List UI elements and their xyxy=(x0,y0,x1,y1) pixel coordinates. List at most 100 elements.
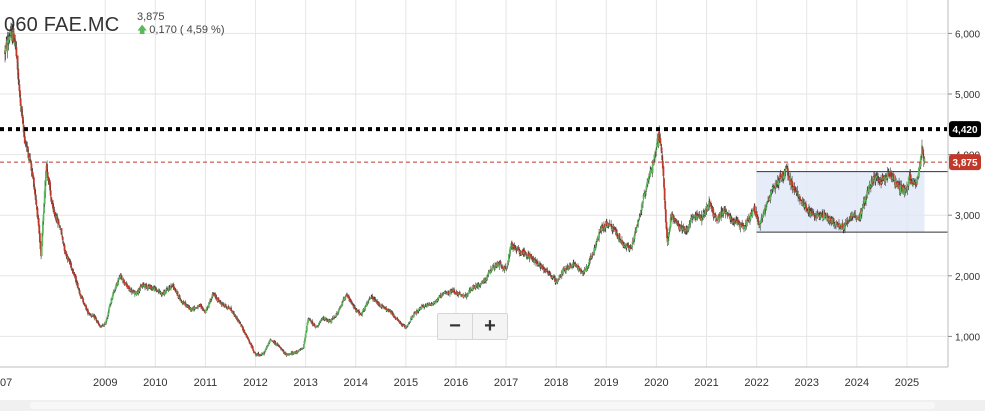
candle xyxy=(754,212,757,214)
candle xyxy=(834,224,837,227)
candle xyxy=(409,320,412,322)
candle xyxy=(440,294,443,298)
candle xyxy=(783,170,786,178)
candle xyxy=(367,299,370,301)
candle xyxy=(25,143,27,146)
candle xyxy=(120,274,122,276)
candle xyxy=(267,343,270,347)
candle xyxy=(390,311,393,313)
candle xyxy=(481,280,484,283)
candle xyxy=(890,170,893,180)
candle xyxy=(771,189,774,191)
candle xyxy=(489,270,492,274)
candle xyxy=(447,291,450,294)
candle xyxy=(760,217,763,222)
candle xyxy=(861,207,864,210)
candle xyxy=(712,209,715,217)
candle xyxy=(264,349,267,353)
candle xyxy=(469,289,472,292)
candle xyxy=(696,213,698,217)
candle xyxy=(281,349,284,351)
candle xyxy=(346,294,349,298)
zoom-out-button[interactable]: − xyxy=(438,314,473,339)
candle xyxy=(584,268,587,270)
candle xyxy=(707,205,709,207)
candle xyxy=(102,325,105,327)
candle xyxy=(188,305,190,309)
candle xyxy=(642,200,644,204)
candle xyxy=(342,300,344,302)
candle xyxy=(54,212,56,215)
candle xyxy=(832,218,835,224)
candle xyxy=(506,266,508,269)
candle xyxy=(624,246,627,248)
candle xyxy=(302,344,305,349)
candle xyxy=(357,309,359,313)
candle xyxy=(531,259,534,261)
candle xyxy=(408,322,410,324)
candle xyxy=(478,285,481,286)
candle xyxy=(268,343,270,344)
candle xyxy=(18,84,21,92)
candle xyxy=(263,351,266,355)
candle xyxy=(536,261,539,265)
candle xyxy=(553,275,555,279)
candle xyxy=(91,314,94,316)
candle xyxy=(839,223,842,227)
horizontal-scrollbar[interactable] xyxy=(0,400,985,411)
candle xyxy=(303,340,306,344)
scrollbar-thumb[interactable] xyxy=(30,402,935,409)
zoom-in-button[interactable]: + xyxy=(484,315,496,337)
candle xyxy=(435,300,438,302)
candle xyxy=(330,319,333,323)
candle xyxy=(253,351,255,353)
candle xyxy=(631,240,634,244)
candle xyxy=(737,219,740,222)
x-tick-label: 2021 xyxy=(694,377,718,389)
candle xyxy=(270,340,273,341)
candle xyxy=(292,352,295,354)
candle xyxy=(910,180,913,182)
candle xyxy=(354,306,356,309)
candle xyxy=(496,262,499,267)
candle xyxy=(892,173,895,181)
candle xyxy=(307,319,309,323)
candle xyxy=(773,185,776,187)
candle xyxy=(123,279,125,283)
candle xyxy=(695,214,698,220)
resistance-value: 4,420 xyxy=(952,125,977,136)
candle xyxy=(451,290,454,292)
candle xyxy=(148,286,151,288)
candle xyxy=(658,131,661,142)
candle xyxy=(350,300,353,302)
candle xyxy=(823,213,825,220)
candle xyxy=(806,210,809,212)
candle xyxy=(723,208,726,210)
candle xyxy=(438,295,441,297)
candle xyxy=(784,169,787,172)
candle xyxy=(550,275,552,277)
candle xyxy=(176,291,179,296)
candle xyxy=(65,252,68,257)
candle xyxy=(516,248,519,250)
arrow-up-icon: 🡅 xyxy=(137,25,148,36)
candle xyxy=(664,201,667,210)
candle xyxy=(674,218,677,222)
candle xyxy=(557,278,560,280)
candle xyxy=(782,171,784,178)
candle xyxy=(809,211,812,216)
candle xyxy=(239,323,242,325)
candle xyxy=(29,158,32,163)
candle xyxy=(276,343,279,345)
candle xyxy=(878,180,881,182)
candle xyxy=(509,248,511,255)
candle xyxy=(202,308,205,311)
candle xyxy=(149,285,152,289)
candle xyxy=(514,245,516,250)
candle xyxy=(325,318,328,321)
candle xyxy=(115,283,118,288)
candle xyxy=(63,244,66,251)
zoom-controls: − + xyxy=(437,313,508,340)
candle xyxy=(142,283,145,286)
